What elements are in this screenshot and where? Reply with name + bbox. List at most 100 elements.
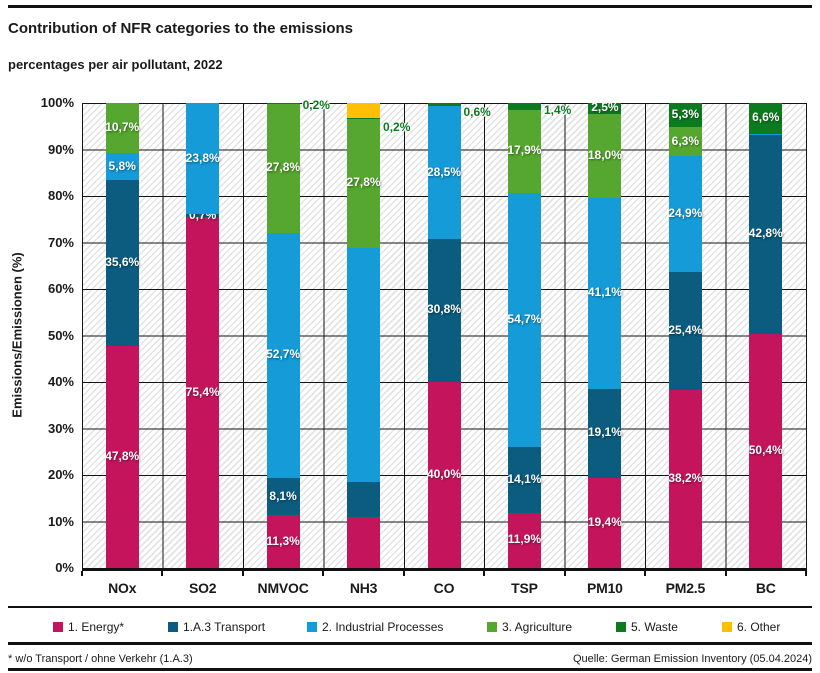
x-axis-tickmark xyxy=(563,571,566,576)
footnote: * w/o Transport / ohne Verkehr (1.A.3) xyxy=(8,653,193,665)
plot-area: 47,8% 35,6% 5,8% 10,7% 75,4% 0,7% 23,8% 11,3% 8,… xyxy=(82,98,807,571)
bar-segment-NOx-3-agriculture xyxy=(105,103,139,154)
legend-swatch xyxy=(53,622,63,632)
bar-segment-BC-5-waste xyxy=(749,103,783,134)
bar-segment-NH3-2-industrial-processes xyxy=(347,248,381,482)
x-tick-label-CO: CO xyxy=(433,580,455,596)
divider-above-legend xyxy=(8,606,812,608)
bar-segment-PM10-3-agriculture xyxy=(588,114,622,198)
x-tick-label-PM10: PM10 xyxy=(586,580,623,596)
y-tick-label: 70% xyxy=(47,234,74,250)
x-axis-tickmark xyxy=(805,571,807,576)
y-tick-label: 0% xyxy=(55,560,74,575)
legend-item-3-agriculture: 3. Agriculture xyxy=(487,620,572,634)
legend-label: 6. Other xyxy=(737,620,781,634)
bar-segment-PM2.5-1-a-3-transport xyxy=(668,272,702,391)
bar-segment-NMVOC-5-waste xyxy=(266,102,300,104)
y-tick-label: 40% xyxy=(47,374,74,389)
bar-segment-PM10-1-energy- xyxy=(588,477,622,568)
x-axis-tickmark xyxy=(241,571,244,576)
bar-segment-CO-1-energy- xyxy=(427,382,461,568)
x-axis-tickmark xyxy=(81,571,83,576)
bar-segment-CO-1-a-3-transport xyxy=(427,238,461,382)
x-tick-label-SO2: SO2 xyxy=(188,580,217,596)
y-tick-label: 80% xyxy=(47,188,74,203)
bar-segment-BC-2-industrial-processes xyxy=(749,133,783,135)
x-axis-tickmark xyxy=(402,571,405,576)
bar-segment-PM10-1-a-3-transport xyxy=(588,388,622,478)
outside-segment-label-CO: 0,6% xyxy=(463,104,491,119)
bar-segment-NH3-6-other xyxy=(347,103,381,118)
bar-segment-PM10-5-waste xyxy=(588,102,622,115)
x-tick-label-TSP: TSP xyxy=(511,580,538,596)
bar-segment-PM2.5-5-waste xyxy=(668,102,702,128)
y-tick-label: 60% xyxy=(47,281,74,296)
legend-label: 5. Waste xyxy=(631,620,678,634)
legend-item-1-energy-: 1. Energy* xyxy=(53,620,124,634)
bar-segment-PM2.5-3-agriculture xyxy=(668,127,702,157)
bar-segment-SO2-2-industrial-processes xyxy=(186,103,220,215)
bar-segment-TSP-2-industrial-processes xyxy=(507,192,541,448)
x-tick-label-BC: BC xyxy=(755,580,776,596)
x-axis-tickmark xyxy=(724,571,727,576)
bar-segment-CO-5-waste xyxy=(427,103,461,107)
bar-segment-TSP-3-agriculture xyxy=(507,109,541,193)
bar-segment-TSP-1-energy- xyxy=(507,512,541,568)
legend-item-2-industrial-processes: 2. Industrial Processes xyxy=(307,620,443,634)
bar-segment-BC-1-energy- xyxy=(749,333,783,568)
y-tick-label: 100% xyxy=(40,95,74,110)
legend-swatch xyxy=(487,622,497,632)
x-axis-tickmark xyxy=(483,571,486,576)
bar-segment-SO2-1-energy- xyxy=(186,217,220,568)
outside-segment-label-TSP: 1,4% xyxy=(543,103,572,118)
bar-segment-NOx-2-industrial-processes xyxy=(105,153,139,181)
bar-segment-CO-2-industrial-processes xyxy=(427,106,461,239)
y-tick-label: 20% xyxy=(47,467,74,482)
x-axis-tickmark xyxy=(161,571,164,576)
bar-segment-PM2.5-1-energy- xyxy=(668,390,702,568)
legend-item-6-other: 6. Other xyxy=(722,620,780,634)
x-tick-label-NH3: NH3 xyxy=(349,580,378,596)
legend-swatch xyxy=(722,622,732,632)
legend-swatch xyxy=(307,622,317,632)
legend-item-1-a-3-transport: 1.A.3 Transport xyxy=(168,620,265,634)
bar-segment-PM2.5-2-industrial-processes xyxy=(668,156,702,273)
x-axis-tickmark xyxy=(322,571,325,576)
legend-swatch xyxy=(168,622,178,632)
bar-segment-PM10-2-industrial-processes xyxy=(588,197,622,389)
y-tick-label: 50% xyxy=(47,327,74,343)
bar-segment-SO2-1-a-3-transport xyxy=(186,214,220,218)
bar-segment-TSP-1-a-3-transport xyxy=(507,447,541,513)
legend-swatch xyxy=(616,622,626,632)
y-tick-label: 10% xyxy=(47,513,74,529)
top-rule xyxy=(8,5,812,8)
legend-label: 3. Agriculture xyxy=(502,620,573,634)
bar-segment-NOx-1-energy- xyxy=(105,345,139,568)
bar-segment-NOx-1-a-3-transport xyxy=(105,180,139,346)
x-axis-tickmark xyxy=(644,571,647,576)
outside-segment-label-NMVOC: 0,2% xyxy=(302,98,330,112)
legend-label: 2. Industrial Processes xyxy=(322,620,444,634)
legend-label: 1. Energy* xyxy=(68,620,125,634)
bar-segment-NH3-5-waste xyxy=(347,117,381,119)
source-note: Quelle: German Emission Inventory (05.04… xyxy=(572,653,812,665)
y-tick-label: 30% xyxy=(47,420,74,436)
bar-segment-TSP-5-waste xyxy=(507,103,541,110)
outside-segment-label-NH3: 0,2% xyxy=(383,120,411,135)
y-tick-label: 90% xyxy=(47,141,74,157)
chart-subtitle: percentages per air pollutant, 2022 xyxy=(8,57,223,72)
bar-segment-NH3-1-a-3-transport xyxy=(347,481,381,517)
x-tick-label-PM2.5: PM2.5 xyxy=(665,580,706,596)
chart-title: Contribution of NFR categories to the em… xyxy=(8,20,354,37)
legend-item-5-waste: 5. Waste xyxy=(616,620,678,634)
bar-segment-NMVOC-1-a-3-transport xyxy=(266,477,300,516)
bar-segment-NH3-1-energy- xyxy=(347,516,381,568)
bar-segment-NMVOC-1-energy- xyxy=(266,515,300,568)
bar-segment-NH3-3-agriculture xyxy=(347,118,381,249)
x-tick-label-NOx: NOx xyxy=(108,580,137,596)
bar-segment-NMVOC-3-agriculture xyxy=(266,103,300,233)
bottom-rule xyxy=(8,668,812,671)
divider-below-legend xyxy=(8,642,812,645)
bar-segment-BC-1-a-3-transport xyxy=(749,134,783,334)
